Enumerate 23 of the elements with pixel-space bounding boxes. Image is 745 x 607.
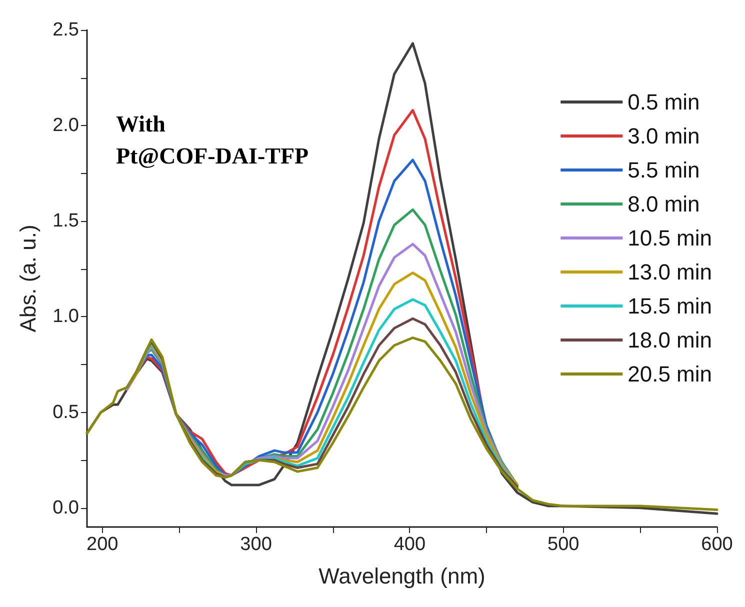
y-tick-label: 2.0 — [52, 115, 79, 136]
legend-label: 13.0 min — [628, 260, 712, 284]
annotation: With Pt@COF-DAI-TFP — [116, 112, 309, 168]
y-tick-label: 2.5 — [52, 20, 79, 40]
legend-label: 15.5 min — [628, 294, 712, 318]
x-axis-title: Wavelength (nm) — [318, 564, 486, 588]
x-tick-label: 200 — [86, 534, 118, 555]
legend-label: 3.0 min — [628, 124, 700, 148]
legend-label: 18.0 min — [628, 328, 712, 352]
y-axis-title: Abs. (a. u.) — [16, 224, 40, 332]
x-tick-label: 400 — [394, 534, 426, 555]
x-tick-label: 600 — [701, 534, 733, 555]
legend-label: 0.5 min — [628, 90, 700, 114]
legend-label: 5.5 min — [628, 158, 700, 182]
legend-label: 8.0 min — [628, 192, 700, 216]
y-tick-label: 0.5 — [52, 402, 79, 423]
x-tick-label: 300 — [240, 534, 272, 555]
y-tick-label: 0.0 — [52, 497, 79, 518]
x-tick-label: 500 — [547, 534, 580, 555]
y-tick-label: 1.5 — [52, 210, 79, 232]
legend-label: 20.5 min — [628, 362, 712, 386]
legend-label: 10.5 min — [628, 226, 712, 250]
y-tick-label: 1.0 — [52, 306, 79, 328]
